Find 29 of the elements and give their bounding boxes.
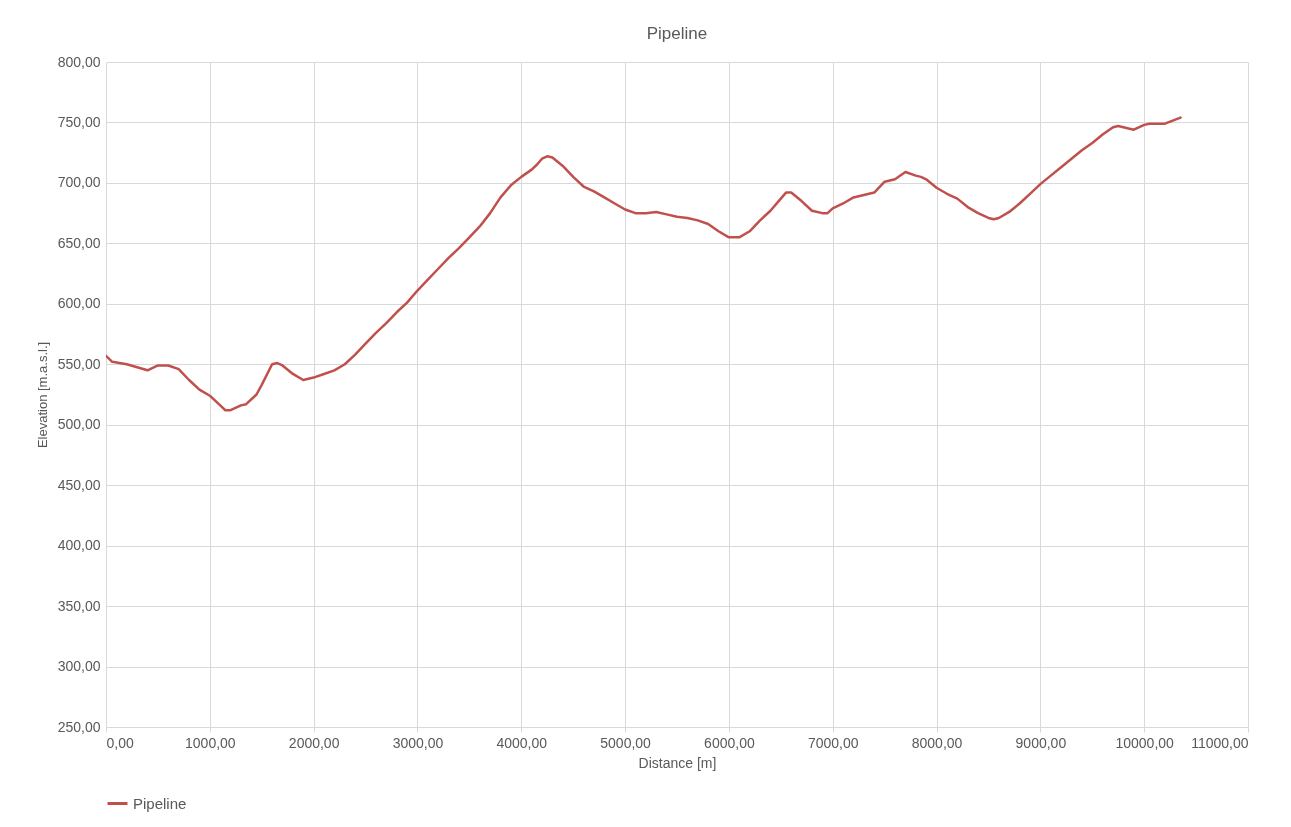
line-series bbox=[106, 116, 1182, 412]
x-tick-label: 0,00 bbox=[106, 734, 134, 751]
y-tick-label: 350,00 bbox=[57, 597, 101, 614]
x-tick-label: 8000,00 bbox=[911, 734, 963, 751]
y-tick-label: 450,00 bbox=[57, 476, 101, 493]
x-tick-label: 7000,00 bbox=[807, 734, 859, 751]
y-tick-label: 250,00 bbox=[57, 718, 101, 735]
x-tick-label: 5000,00 bbox=[600, 734, 652, 751]
y-tick-label: 300,00 bbox=[57, 658, 101, 675]
y-tick-label: 400,00 bbox=[57, 537, 101, 554]
legend-label: Pipeline bbox=[133, 794, 187, 812]
x-tick-label: 1000,00 bbox=[185, 734, 236, 751]
x-axis-title: Distance [m] bbox=[638, 754, 717, 771]
x-tick-label: 10000,00 bbox=[1115, 734, 1175, 751]
x-tick-label: 4000,00 bbox=[496, 734, 548, 751]
x-tick-label: 9000,00 bbox=[1015, 734, 1067, 751]
x-tick-label: 3000,00 bbox=[392, 734, 444, 751]
y-tick-label: 650,00 bbox=[57, 234, 101, 251]
x-tick-label: 6000,00 bbox=[704, 734, 755, 751]
y-tick-label: 700,00 bbox=[57, 174, 101, 191]
x-tick-label: 11000,00 bbox=[1191, 734, 1249, 751]
y-axis-title: Elevation [m.a.s.l.] bbox=[34, 341, 50, 449]
y-tick-label: 750,00 bbox=[57, 113, 101, 130]
y-tick-label: 550,00 bbox=[57, 355, 101, 372]
y-tick-label: 500,00 bbox=[57, 416, 101, 433]
x-tick-label: 2000,00 bbox=[288, 734, 340, 751]
y-tick-label: 600,00 bbox=[57, 295, 101, 312]
chart-title: Pipeline bbox=[646, 24, 708, 43]
y-tick-label: 800,00 bbox=[57, 53, 101, 70]
